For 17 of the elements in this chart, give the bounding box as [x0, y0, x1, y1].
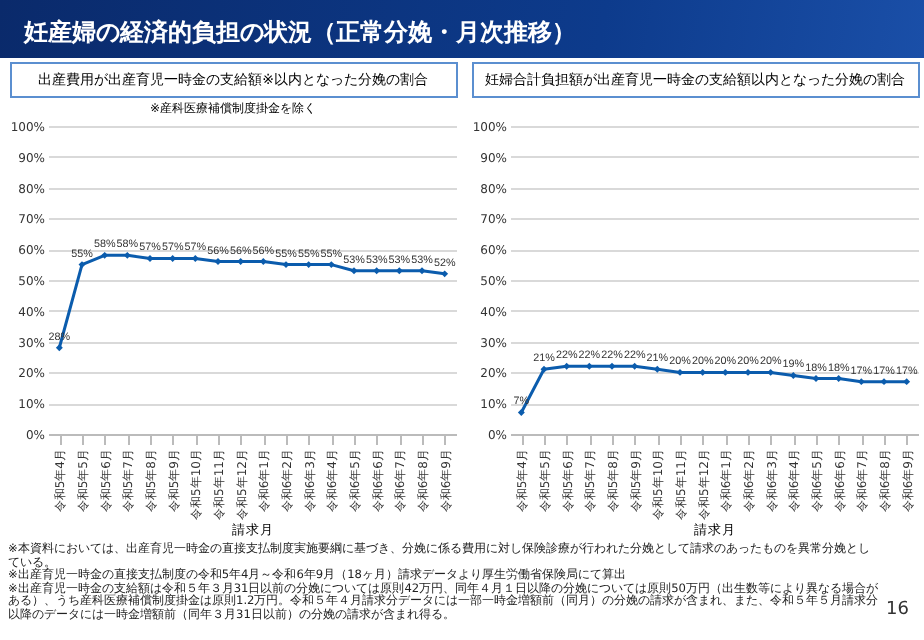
point — [789, 372, 797, 379]
point — [608, 362, 616, 370]
point — [857, 378, 865, 386]
point — [767, 368, 775, 376]
point — [540, 365, 548, 373]
point — [55, 344, 63, 352]
text: 16 — [886, 600, 909, 620]
point — [903, 378, 911, 386]
point — [835, 375, 843, 383]
point — [78, 261, 86, 269]
point — [631, 362, 639, 370]
point — [880, 378, 888, 386]
point — [653, 365, 661, 373]
text: 妊産婦の経済的負担の状況（正常分娩・月次推移） — [24, 16, 576, 50]
point — [517, 408, 525, 416]
point — [418, 267, 426, 275]
point — [350, 267, 358, 275]
